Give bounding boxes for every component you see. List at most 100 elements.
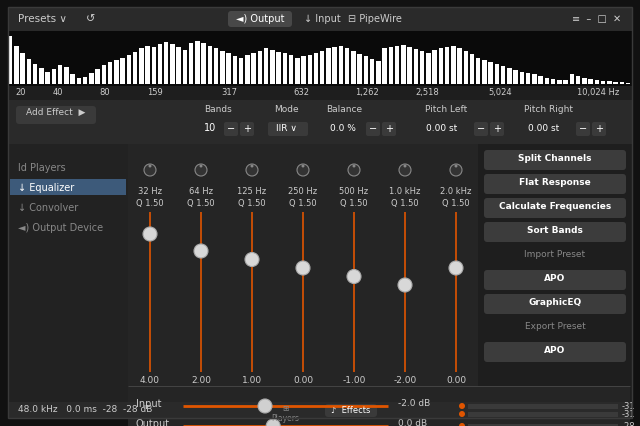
Bar: [458, 49, 462, 85]
Bar: [401, 46, 406, 85]
Bar: [463, 52, 468, 85]
Text: Split Channels: Split Channels: [518, 154, 592, 163]
Text: APO: APO: [544, 345, 566, 354]
Text: ⊟ PipeWire: ⊟ PipeWire: [348, 14, 402, 24]
Bar: [508, 69, 512, 85]
Bar: [77, 78, 81, 85]
Bar: [39, 69, 44, 85]
Bar: [295, 58, 300, 85]
Text: 1.00: 1.00: [242, 375, 262, 384]
Text: -31: -31: [622, 409, 636, 418]
Text: 32 Hz: 32 Hz: [138, 187, 162, 196]
Bar: [127, 56, 131, 85]
Text: ≡  –  □  ✕: ≡ – □ ✕: [572, 14, 621, 24]
Text: ◄) Output: ◄) Output: [236, 14, 284, 24]
Bar: [426, 54, 431, 85]
Bar: [388, 48, 393, 85]
Text: ♪  Effects: ♪ Effects: [332, 405, 371, 414]
Text: 0.00 st: 0.00 st: [528, 124, 559, 132]
Bar: [8, 32, 632, 87]
Text: Mode: Mode: [274, 105, 298, 114]
Bar: [476, 58, 481, 85]
Text: Q 1.50: Q 1.50: [340, 199, 368, 207]
Circle shape: [194, 245, 208, 259]
Bar: [320, 52, 324, 85]
Circle shape: [245, 253, 259, 267]
Bar: [8, 101, 632, 145]
Text: Bands: Bands: [204, 105, 232, 114]
Circle shape: [347, 270, 361, 284]
Bar: [526, 74, 531, 85]
Circle shape: [296, 262, 310, 275]
Text: 0.00: 0.00: [293, 375, 313, 384]
Bar: [157, 45, 163, 85]
Bar: [538, 77, 543, 85]
Bar: [189, 43, 193, 85]
Text: 1,262: 1,262: [355, 88, 379, 97]
Bar: [588, 80, 593, 85]
Text: Pitch Left: Pitch Left: [425, 105, 467, 114]
FancyBboxPatch shape: [474, 123, 488, 137]
Bar: [532, 75, 537, 85]
Bar: [563, 81, 568, 85]
Bar: [283, 54, 287, 85]
Text: 2.0 kHz: 2.0 kHz: [440, 187, 472, 196]
Bar: [133, 53, 138, 85]
Text: 500 Hz: 500 Hz: [339, 187, 369, 196]
Bar: [252, 54, 256, 85]
FancyBboxPatch shape: [484, 199, 626, 219]
Bar: [214, 49, 218, 85]
Bar: [339, 47, 343, 85]
Circle shape: [353, 165, 355, 168]
Text: 1.0 kHz: 1.0 kHz: [389, 187, 420, 196]
Bar: [376, 61, 381, 85]
Circle shape: [459, 403, 465, 409]
FancyBboxPatch shape: [382, 123, 396, 137]
Bar: [420, 52, 424, 85]
Bar: [239, 58, 243, 85]
Bar: [345, 49, 349, 85]
Text: 317: 317: [221, 88, 237, 97]
Text: Input: Input: [136, 398, 161, 408]
Bar: [601, 82, 605, 85]
Text: 0.0 dB: 0.0 dB: [398, 418, 427, 426]
Bar: [488, 63, 493, 85]
Text: IIR ∨: IIR ∨: [275, 124, 296, 132]
Text: Flat Response: Flat Response: [519, 178, 591, 187]
Bar: [177, 48, 181, 85]
Circle shape: [348, 164, 360, 177]
Text: ↺: ↺: [86, 14, 95, 24]
FancyBboxPatch shape: [592, 123, 606, 137]
Text: −: −: [477, 124, 485, 134]
Bar: [245, 56, 250, 85]
Bar: [139, 49, 143, 85]
Bar: [607, 82, 612, 85]
Text: Q 1.50: Q 1.50: [187, 199, 215, 207]
Circle shape: [459, 423, 465, 426]
Text: Presets ∨: Presets ∨: [18, 14, 67, 24]
Text: 2,518: 2,518: [415, 88, 439, 97]
Text: 632: 632: [293, 88, 309, 97]
Bar: [468, 424, 618, 426]
Circle shape: [144, 164, 156, 177]
Bar: [8, 8, 632, 32]
Text: 0.00 st: 0.00 st: [426, 124, 457, 132]
Text: 40: 40: [52, 88, 63, 97]
Bar: [108, 63, 113, 85]
Bar: [383, 49, 387, 85]
Circle shape: [200, 165, 202, 168]
Text: 48.0 kHz   0.0 ms  -28  -28 dB: 48.0 kHz 0.0 ms -28 -28 dB: [18, 404, 152, 413]
Text: -28: -28: [622, 421, 636, 426]
Bar: [551, 80, 556, 85]
Text: 159: 159: [147, 88, 163, 97]
Text: Q 1.50: Q 1.50: [238, 199, 266, 207]
Bar: [395, 47, 399, 85]
Text: -31: -31: [622, 401, 636, 410]
Bar: [595, 81, 599, 85]
Bar: [545, 78, 549, 85]
Bar: [33, 65, 38, 85]
Bar: [495, 65, 499, 85]
FancyBboxPatch shape: [484, 271, 626, 290]
Text: ↓ Input: ↓ Input: [304, 14, 340, 24]
Text: Pitch Right: Pitch Right: [524, 105, 573, 114]
